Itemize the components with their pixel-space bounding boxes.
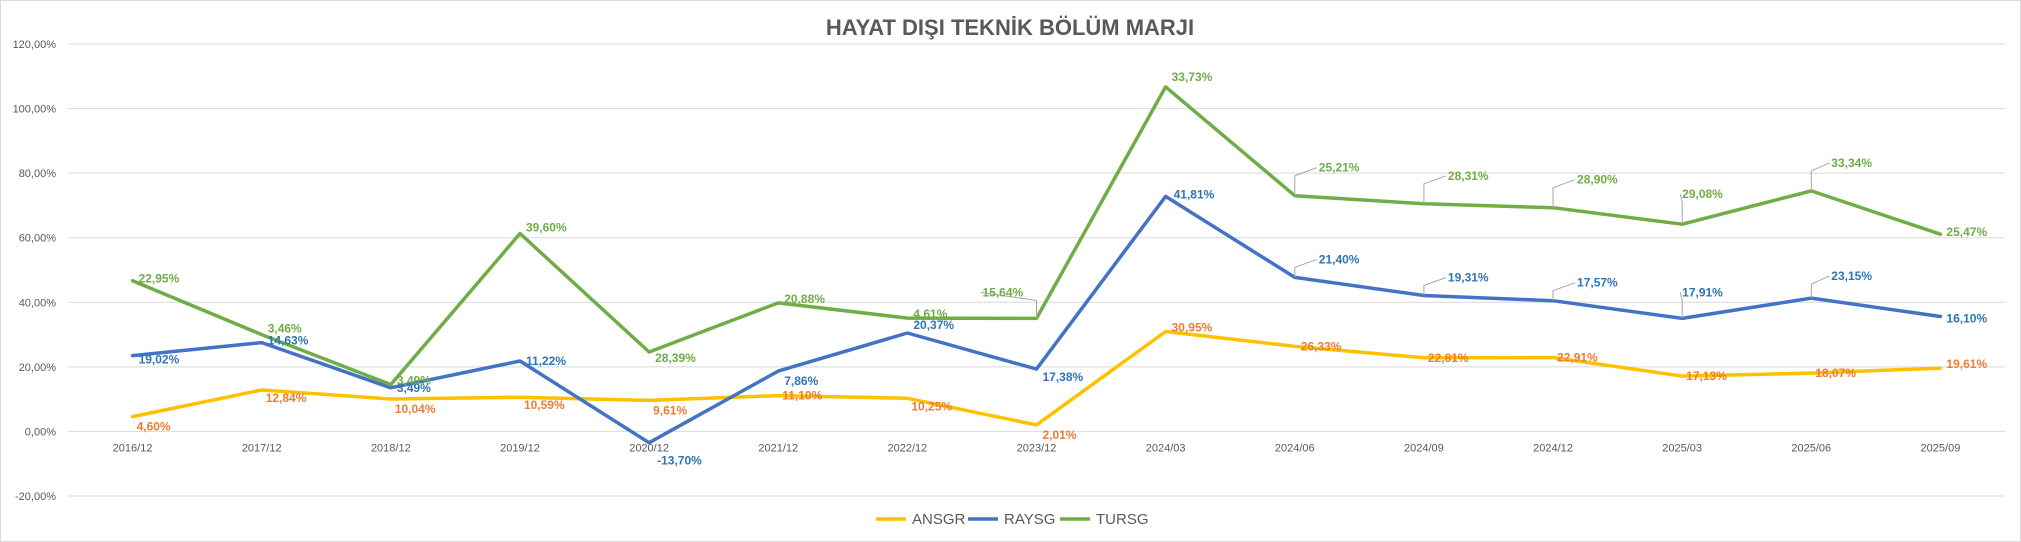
leader-line: [1423, 175, 1447, 204]
x-tick-label: 2019/12: [500, 442, 540, 454]
data-label-raysg: 11,22%: [526, 354, 566, 368]
x-tick-label: 2018/12: [371, 442, 411, 454]
y-tick-label: 100,00%: [13, 104, 57, 116]
leader-line: [1679, 292, 1683, 319]
y-tick-label: -20,00%: [15, 491, 56, 503]
data-label-raysg: 20,37%: [913, 318, 954, 332]
y-tick-label: 60,00%: [19, 233, 57, 245]
data-label-ansgr: 18,07%: [1815, 366, 1856, 380]
data-label-tursg: 28,39%: [655, 351, 696, 365]
x-tick-label: 2020/12: [629, 442, 669, 454]
data-label-tursg: 33,34%: [1831, 156, 1872, 170]
data-label-tursg: 15,64%: [983, 285, 1024, 299]
data-label-tursg: 29,08%: [1682, 187, 1723, 201]
y-tick-label: 80,00%: [19, 168, 57, 180]
series-line-raysg: [130, 194, 1943, 445]
data-label-tursg: 28,31%: [1448, 169, 1489, 183]
x-axis-ticks: 2016/12 2017/12 2018/12 2019/12 2020/12 2021/…: [113, 442, 1961, 454]
data-label-ansgr: 4,60%: [137, 420, 171, 434]
data-labels: 4,60% 12,84% 10,04% 10,59% 9,61% 11,10% 10,25%…: [137, 70, 1988, 468]
leader-line: [1810, 275, 1830, 299]
data-label-tursg: 25,21%: [1319, 161, 1360, 175]
data-label-raysg: 23,15%: [1831, 269, 1872, 283]
data-label-tursg: 22,95%: [139, 272, 180, 286]
data-label-raysg: 16,10%: [1946, 311, 1987, 325]
series-line-ansgr: [130, 329, 1943, 427]
leader-line: [980, 291, 1037, 319]
leader-line: [1679, 194, 1683, 225]
data-label-ansgr: 30,95%: [1172, 321, 1213, 335]
data-label-ansgr: 12,84%: [266, 391, 307, 405]
leader-line: [1552, 282, 1576, 301]
data-label-raysg: 7,86%: [784, 374, 818, 388]
data-label-tursg: 3,46%: [268, 322, 302, 336]
x-tick-label: 2016/12: [113, 442, 153, 454]
leader-line: [1294, 167, 1317, 196]
x-tick-label: 2025/06: [1791, 442, 1831, 454]
leader-line: [1294, 258, 1317, 278]
data-label-raysg: 17,91%: [1682, 285, 1723, 299]
data-label-raysg: 14,63%: [268, 334, 309, 348]
data-label-tursg: 4,61%: [913, 307, 947, 321]
data-label-tursg: 33,73%: [1172, 70, 1213, 84]
data-label-ansgr: 10,25%: [911, 399, 952, 413]
leader-line: [1423, 277, 1447, 296]
data-label-raysg: 19,02%: [139, 353, 180, 367]
data-label-ansgr: 22,81%: [1428, 351, 1469, 365]
x-tick-label: 2022/12: [887, 442, 927, 454]
data-label-ansgr: 22,91%: [1557, 350, 1598, 364]
x-tick-label: 2024/06: [1275, 442, 1315, 454]
data-label-ansgr: 11,10%: [782, 389, 822, 403]
data-label-raysg: 19,31%: [1448, 271, 1489, 285]
data-label-tursg: 3,49%: [397, 374, 431, 388]
x-tick-label: 2024/03: [1146, 442, 1186, 454]
data-label-ansgr: 17,13%: [1686, 369, 1727, 383]
data-label-tursg: 39,60%: [526, 221, 567, 235]
data-label-raysg: 17,38%: [1043, 370, 1084, 384]
data-label-tursg: 25,47%: [1946, 225, 1987, 239]
data-label-ansgr: 2,01%: [1043, 428, 1077, 442]
data-label-tursg: 20,88%: [784, 292, 825, 306]
x-tick-label: 2025/09: [1921, 442, 1961, 454]
legend-label: RAYSG: [1004, 511, 1055, 528]
data-label-ansgr: 10,04%: [395, 402, 436, 416]
chart-title: HAYAT DIŞI TEKNİK BÖLÜM MARJI: [826, 15, 1194, 40]
y-tick-label: 0,00%: [25, 426, 56, 438]
legend-label: ANSGR: [912, 511, 966, 528]
data-label-raysg: 17,57%: [1577, 276, 1618, 290]
x-tick-label: 2024/12: [1533, 442, 1573, 454]
data-label-ansgr: 9,61%: [653, 403, 687, 417]
data-label-raysg: -13,70%: [657, 454, 702, 468]
data-label-ansgr: 10,59%: [524, 398, 565, 412]
legend: ANSGR RAYSG TURSG: [876, 511, 1149, 528]
leader-line: [1810, 162, 1830, 191]
data-label-raysg: 41,81%: [1174, 187, 1215, 201]
y-axis-ticks: -20,00% 0,00% 20,00% 40,00% 60,00% 80,00% 100,…: [13, 39, 57, 503]
x-tick-label: 2021/12: [758, 442, 798, 454]
y-tick-label: 120,00%: [13, 39, 57, 51]
leader-line: [1552, 179, 1576, 208]
legend-label: TURSG: [1096, 511, 1149, 528]
data-label-ansgr: 26,33%: [1301, 339, 1342, 353]
data-label-ansgr: 19,61%: [1946, 357, 1987, 371]
data-label-raysg: 3,49%: [397, 381, 431, 395]
x-tick-label: 2024/09: [1404, 442, 1444, 454]
y-tick-label: 40,00%: [19, 297, 57, 309]
data-label-tursg: 28,90%: [1577, 173, 1618, 187]
y-tick-label: 20,00%: [19, 362, 57, 374]
x-tick-label: 2025/03: [1662, 442, 1702, 454]
data-label-raysg: 21,40%: [1319, 252, 1360, 266]
x-tick-label: 2023/12: [1017, 442, 1057, 454]
x-tick-label: 2017/12: [242, 442, 282, 454]
